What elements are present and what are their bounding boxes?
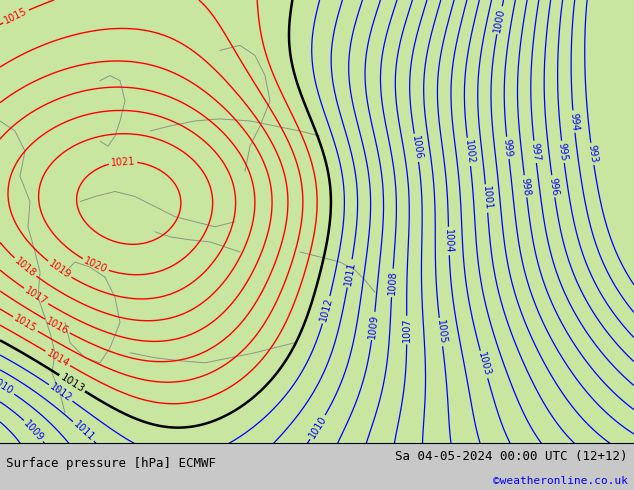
- Text: 1010: 1010: [307, 414, 328, 441]
- Text: Surface pressure [hPa] ECMWF: Surface pressure [hPa] ECMWF: [6, 457, 216, 469]
- Text: 1013: 1013: [58, 372, 86, 394]
- Text: 1005: 1005: [434, 319, 448, 345]
- Text: 997: 997: [529, 142, 541, 162]
- Text: 1009: 1009: [22, 418, 46, 443]
- Text: 1015: 1015: [3, 6, 29, 26]
- Text: 995: 995: [557, 142, 569, 162]
- Text: 1006: 1006: [410, 135, 424, 161]
- Text: 994: 994: [568, 112, 579, 131]
- Text: 1002: 1002: [463, 139, 476, 165]
- Text: 1021: 1021: [110, 156, 136, 168]
- Text: 1007: 1007: [402, 318, 411, 343]
- Text: 1012: 1012: [48, 382, 74, 404]
- Text: 1001: 1001: [481, 186, 493, 211]
- Text: 998: 998: [519, 176, 531, 196]
- Text: Sa 04-05-2024 00:00 UTC (12+12): Sa 04-05-2024 00:00 UTC (12+12): [395, 450, 628, 463]
- Text: 1020: 1020: [82, 256, 108, 275]
- Text: 1010: 1010: [0, 376, 15, 397]
- Text: 996: 996: [547, 176, 559, 196]
- Text: 1004: 1004: [443, 228, 454, 253]
- Text: 1009: 1009: [367, 313, 380, 339]
- Text: 999: 999: [502, 138, 514, 157]
- Text: 1011: 1011: [71, 419, 96, 443]
- Text: 1008: 1008: [387, 270, 398, 295]
- Text: 1011: 1011: [343, 261, 357, 286]
- Text: ©weatheronline.co.uk: ©weatheronline.co.uk: [493, 476, 628, 486]
- Text: 993: 993: [586, 144, 598, 164]
- Text: 1014: 1014: [44, 348, 71, 369]
- Text: 1017: 1017: [23, 285, 49, 307]
- Text: 1003: 1003: [476, 351, 492, 378]
- Text: 1018: 1018: [13, 256, 38, 279]
- Text: 1000: 1000: [492, 7, 507, 33]
- Text: 1012: 1012: [318, 296, 334, 323]
- Text: 1015: 1015: [12, 314, 39, 335]
- Text: 1019: 1019: [46, 258, 72, 281]
- Text: 1016: 1016: [44, 316, 70, 337]
